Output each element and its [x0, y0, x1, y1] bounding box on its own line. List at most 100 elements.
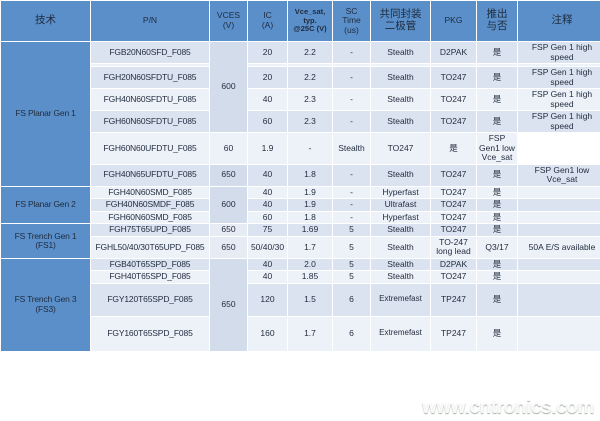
- header-vces: VCES (V): [210, 1, 247, 41]
- cell-remark: [518, 211, 600, 224]
- group-trench-gen1-line1: FS Trench Gen 1: [14, 230, 77, 241]
- cell-pkg: TO247: [431, 271, 476, 283]
- cell-remark: [518, 224, 600, 236]
- cell-ic: [248, 64, 287, 67]
- cell-ic: 20: [248, 67, 287, 89]
- header-released-line1: 推出: [486, 8, 508, 21]
- cell-vces-650-b: 650: [210, 224, 247, 236]
- cell-sc-time: 5: [333, 258, 370, 271]
- group-trench-gen1-line2: (FS1): [35, 240, 56, 251]
- table-header-row: 技术 P/N VCES (V) IC (A) Vce_sat, typ. @25…: [1, 1, 600, 41]
- table-row-blank[interactable]: [1, 64, 600, 67]
- cell-pkg: TO247: [431, 211, 476, 224]
- table-row[interactable]: FGH20N60SFDTU_F085 20 2.2 - Stealth TO24…: [1, 67, 600, 89]
- cell-remark: [518, 258, 600, 271]
- cell-pn: FGB40T65SPD_F085: [91, 258, 209, 271]
- cell-pkg: TP247: [431, 316, 476, 351]
- cell-ic: 60: [248, 211, 287, 224]
- group-trench-gen3-line1: FS Trench Gen 3: [14, 294, 77, 305]
- header-pkg-label: PKG: [444, 15, 463, 26]
- cell-pn: FGH60N60SFDTU_F085: [91, 111, 209, 133]
- cell-released: 是: [477, 224, 517, 236]
- cell-ic: 50/40/30: [248, 236, 287, 258]
- cell-remark: [518, 199, 600, 211]
- table-row[interactable]: FGHL50/40/30T65UPD_F085 650 50/40/30 1.7…: [1, 236, 600, 258]
- cell-vces-600-b: 600: [210, 186, 247, 224]
- cell-pkg: TO247: [371, 133, 430, 164]
- cell-pkg: TO-247 long lead: [431, 236, 476, 258]
- group-cell-planar-gen2: FS Planar Gen 2: [1, 186, 90, 224]
- table-row[interactable]: FGY120T65SPD_F085 120 1.5 6 Extremefast …: [1, 283, 600, 316]
- cell-diode: Ultrafast: [371, 199, 430, 211]
- table-row[interactable]: FGH40N60SMDF_F085 40 1.9 - Ultrafast TO2…: [1, 199, 600, 211]
- cell-ic: 60: [248, 111, 287, 133]
- cell-released: 是: [477, 111, 517, 133]
- group-cell-planar-gen1: FS Planar Gen 1: [1, 42, 90, 186]
- cell-pn: FGH40N60SFDTU_F085: [91, 89, 209, 111]
- table-body: FS Planar Gen 1 FGB20N60SFD_F085 600 20 …: [1, 42, 600, 351]
- cell-pn: FGH20N60SFDTU_F085: [91, 67, 209, 89]
- cell-sc-time: 6: [333, 283, 370, 316]
- cell-pn: [91, 64, 209, 67]
- cell-pkg: D2PAK: [431, 258, 476, 271]
- cell-vce-sat: 1.5: [288, 283, 332, 316]
- table-row[interactable]: FGH40N65UFDTU_F085 650 40 1.8 - Stealth …: [1, 164, 600, 186]
- table-row[interactable]: FGH60N60SMD_F085 60 1.8 - Hyperfast TO24…: [1, 211, 600, 224]
- table-row[interactable]: FS Trench Gen 3 (FS3) FGB40T65SPD_F085 6…: [1, 258, 600, 351]
- cell-pn: FGH60N60SMD_F085: [91, 211, 209, 224]
- cell-sc-time: -: [333, 111, 370, 133]
- cell-ic: 160: [248, 316, 287, 351]
- cell-vce-sat: 1.9: [288, 199, 332, 211]
- cell-released: Q3/17: [477, 236, 517, 258]
- table-row[interactable]: FGH40T65SPD_F085 40 1.85 5 Stealth TO247…: [1, 271, 600, 283]
- cell-pn: FGH40N60SMD_F085: [91, 186, 209, 199]
- table-row[interactable]: FS Trench Gen 1 (FS1) FGH75T65UPD_F085 6…: [1, 224, 600, 258]
- cell-ic: 75: [248, 224, 287, 236]
- table-row[interactable]: FGY160T65SPD_F085 160 1.7 6 Extremefast …: [1, 316, 600, 351]
- cell-vce-sat: 1.8: [288, 164, 332, 186]
- cell-sc-time: -: [288, 133, 332, 164]
- cell-vces-600-a: 600: [210, 42, 247, 133]
- cell-pkg: TO247: [431, 111, 476, 133]
- header-pkg: PKG: [431, 1, 476, 41]
- cell-pn: FGH60N60UFDTU_F085: [91, 133, 209, 164]
- header-released: 推出 与否: [477, 1, 517, 41]
- cell-vce-sat: 2.2: [288, 42, 332, 64]
- cell-remark: [518, 64, 600, 67]
- table-row[interactable]: FGH40N60SFDTU_F085 40 2.3 - Stealth TO24…: [1, 89, 600, 111]
- cell-diode: Extremefast: [371, 283, 430, 316]
- igbt-spec-table: 技术 P/N VCES (V) IC (A) Vce_sat, typ. @25…: [0, 0, 600, 352]
- cell-released: 是: [477, 89, 517, 111]
- header-co-pack-diode: 共同封装 二极管: [371, 1, 430, 41]
- cell-pn: FGH40T65SPD_F085: [91, 271, 209, 283]
- cell-diode: [371, 64, 430, 67]
- cell-released: 是: [477, 283, 517, 316]
- table-row[interactable]: FS Planar Gen 1 FGB20N60SFD_F085 600 20 …: [1, 42, 600, 186]
- header-vces-line1: VCES: [216, 10, 241, 21]
- header-vce-sat: Vce_sat, typ. @25C (V): [288, 1, 332, 41]
- cell-vces-650-c: 650: [210, 236, 247, 258]
- cell-pkg: TP247: [431, 283, 476, 316]
- header-technology: 技术: [1, 1, 90, 41]
- header-ic: IC (A): [248, 1, 287, 41]
- cell-diode: Stealth: [371, 236, 430, 258]
- header-remark: 注释: [518, 1, 600, 41]
- table-row[interactable]: FS Planar Gen 2 FGH40N60SMD_F085 600 40 …: [1, 186, 600, 224]
- table-row[interactable]: FGH60N60SFDTU_F085 60 2.3 - Stealth TO24…: [1, 111, 600, 133]
- header-ic-line2: (A): [261, 20, 274, 30]
- cell-vce-sat: 2.2: [288, 67, 332, 89]
- cell-pkg: TO247: [431, 67, 476, 89]
- table-row[interactable]: FGH60N60UFDTU_F085 60 1.9 - Stealth TO24…: [1, 133, 600, 164]
- cell-vce-sat: 1.69: [288, 224, 332, 236]
- cell-diode: Stealth: [333, 133, 370, 164]
- cell-remark: [518, 271, 600, 283]
- cell-pn: FGH40N65UFDTU_F085: [91, 164, 209, 186]
- cell-pkg: TO247: [431, 199, 476, 211]
- cell-sc-time: -: [333, 89, 370, 111]
- cell-remark: [518, 316, 600, 351]
- cell-vces-650-a: 650: [210, 164, 247, 186]
- cell-pn: FGY160T65SPD_F085: [91, 316, 209, 351]
- cell-diode: Hyperfast: [371, 186, 430, 199]
- cell-pn: FGHL50/40/30T65UPD_F085: [91, 236, 209, 258]
- header-vce-sat-line2: typ.: [303, 15, 317, 25]
